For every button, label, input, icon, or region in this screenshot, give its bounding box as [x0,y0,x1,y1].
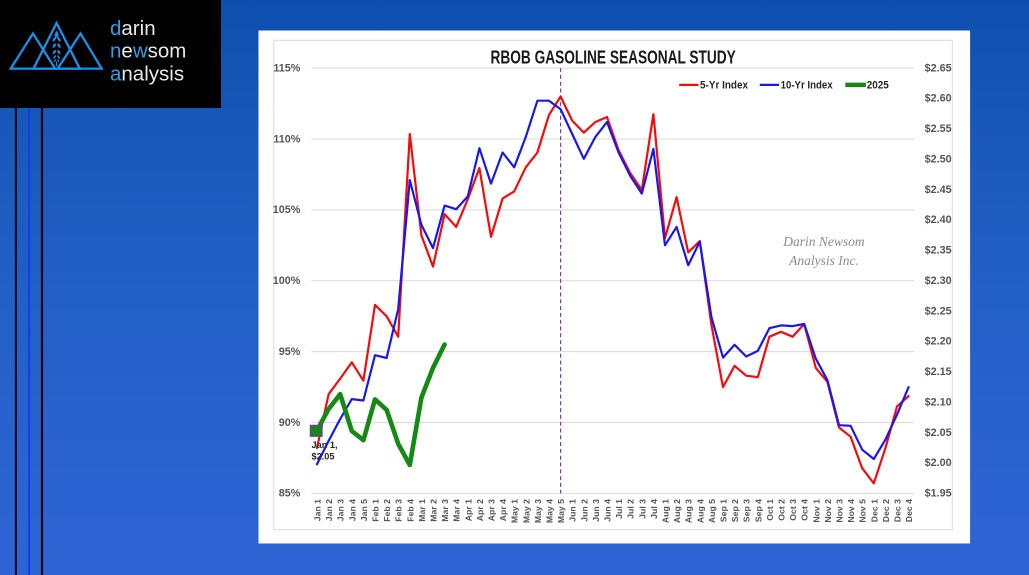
svg-text:Jan 2: Jan 2 [324,499,334,521]
svg-text:Oct 1: Oct 1 [765,499,775,521]
svg-text:Aug 4: Aug 4 [695,499,705,523]
svg-text:Mar 2: Mar 2 [429,499,439,522]
svg-text:Sep 3: Sep 3 [742,499,752,522]
svg-text:$2.60: $2.60 [925,93,952,105]
svg-text:Jan 4: Jan 4 [347,499,357,521]
svg-text:$2.30: $2.30 [925,275,952,287]
svg-text:105%: 105% [273,204,301,216]
svg-text:2025: 2025 [867,80,889,92]
svg-text:Oct 3: Oct 3 [788,499,798,521]
svg-text:May 3: May 3 [533,499,543,523]
svg-text:Dec 2: Dec 2 [881,499,891,522]
svg-text:newsom: newsom [110,40,186,63]
svg-text:$2.40: $2.40 [925,214,952,226]
svg-text:Apr 3: Apr 3 [487,499,497,521]
svg-text:$2.00: $2.00 [925,457,952,469]
svg-text:110%: 110% [273,133,300,145]
svg-text:Oct 2: Oct 2 [777,499,787,521]
svg-text:Sep 2: Sep 2 [730,499,740,522]
svg-text:Jan 1: Jan 1 [313,499,323,521]
svg-text:$2.55: $2.55 [925,123,952,135]
svg-text:100%: 100% [273,275,301,287]
svg-text:$2.65: $2.65 [925,62,952,74]
svg-text:$2.50: $2.50 [925,153,952,165]
svg-text:Apr 1: Apr 1 [463,499,473,521]
svg-text:Sep 4: Sep 4 [753,499,763,522]
svg-text:Feb 2: Feb 2 [382,499,392,522]
svg-text:Mar 1: Mar 1 [417,499,427,522]
svg-text:Dec 3: Dec 3 [893,499,903,522]
svg-text:Nov 5: Nov 5 [858,499,868,523]
svg-text:Jun 1: Jun 1 [568,499,578,522]
svg-text:Aug 3: Aug 3 [684,499,694,523]
svg-text:$2.05: $2.05 [925,427,952,439]
svg-text:Aug 5: Aug 5 [707,499,717,523]
svg-text:Jan 5: Jan 5 [359,499,369,521]
svg-text:Nov 2: Nov 2 [823,499,833,523]
svg-text:90%: 90% [279,417,301,429]
svg-text:Analysis Inc.: Analysis Inc. [788,253,859,268]
svg-text:Mar 3: Mar 3 [440,499,450,522]
svg-text:May 5: May 5 [556,499,566,523]
svg-text:Sep 1: Sep 1 [719,499,729,522]
svg-text:Feb 3: Feb 3 [394,499,404,522]
svg-text:Jun 3: Jun 3 [591,499,601,522]
svg-text:$2.15: $2.15 [925,366,952,378]
svg-text:$2.35: $2.35 [925,245,952,257]
svg-text:Jan 1,: Jan 1, [312,440,338,450]
svg-text:May 2: May 2 [521,499,531,523]
svg-text:95%: 95% [279,346,301,358]
svg-text:$2.45: $2.45 [925,184,952,196]
svg-text:analysis: analysis [110,63,184,86]
svg-text:Aug 2: Aug 2 [672,499,682,523]
svg-text:Jul 4: Jul 4 [649,499,659,519]
svg-text:darin: darin [110,17,156,40]
svg-text:$2.20: $2.20 [925,336,952,348]
svg-text:Jan 3: Jan 3 [336,499,346,521]
svg-text:Oct 4: Oct 4 [800,499,810,521]
svg-text:Aug 1: Aug 1 [661,499,671,523]
svg-text:Dec 4: Dec 4 [904,499,914,522]
svg-text:Jun 2: Jun 2 [579,499,589,522]
svg-text:115%: 115% [273,62,300,74]
svg-text:Apr 2: Apr 2 [475,499,485,521]
svg-text:5-Yr Index: 5-Yr Index [700,80,749,92]
svg-text:Feb 4: Feb 4 [405,499,415,522]
svg-text:10-Yr Index: 10-Yr Index [781,80,834,92]
svg-text:Darin Newsom: Darin Newsom [782,234,865,249]
svg-text:$2.05: $2.05 [312,452,335,462]
svg-text:Jul 2: Jul 2 [626,499,636,519]
svg-text:Apr 4: Apr 4 [498,499,508,521]
svg-text:$2.10: $2.10 [925,397,952,409]
svg-text:Jul 1: Jul 1 [614,499,624,519]
svg-text:Jun 4: Jun 4 [603,499,613,522]
svg-text:$1.95: $1.95 [925,488,952,500]
svg-text:Jul 3: Jul 3 [637,499,647,519]
svg-text:May 4: May 4 [545,499,555,523]
svg-text:Nov 3: Nov 3 [835,499,845,523]
svg-text:Nov 4: Nov 4 [846,499,856,523]
svg-text:Mar 4: Mar 4 [452,499,462,522]
svg-text:Dec 1: Dec 1 [869,499,879,522]
svg-text:85%: 85% [279,488,301,500]
svg-text:$2.25: $2.25 [925,305,952,317]
svg-text:RBOB GASOLINE SEASONAL STUDY: RBOB GASOLINE SEASONAL STUDY [491,48,736,68]
svg-text:May 1: May 1 [510,499,520,523]
svg-text:Feb 1: Feb 1 [371,499,381,522]
svg-text:Nov 1: Nov 1 [811,499,821,523]
